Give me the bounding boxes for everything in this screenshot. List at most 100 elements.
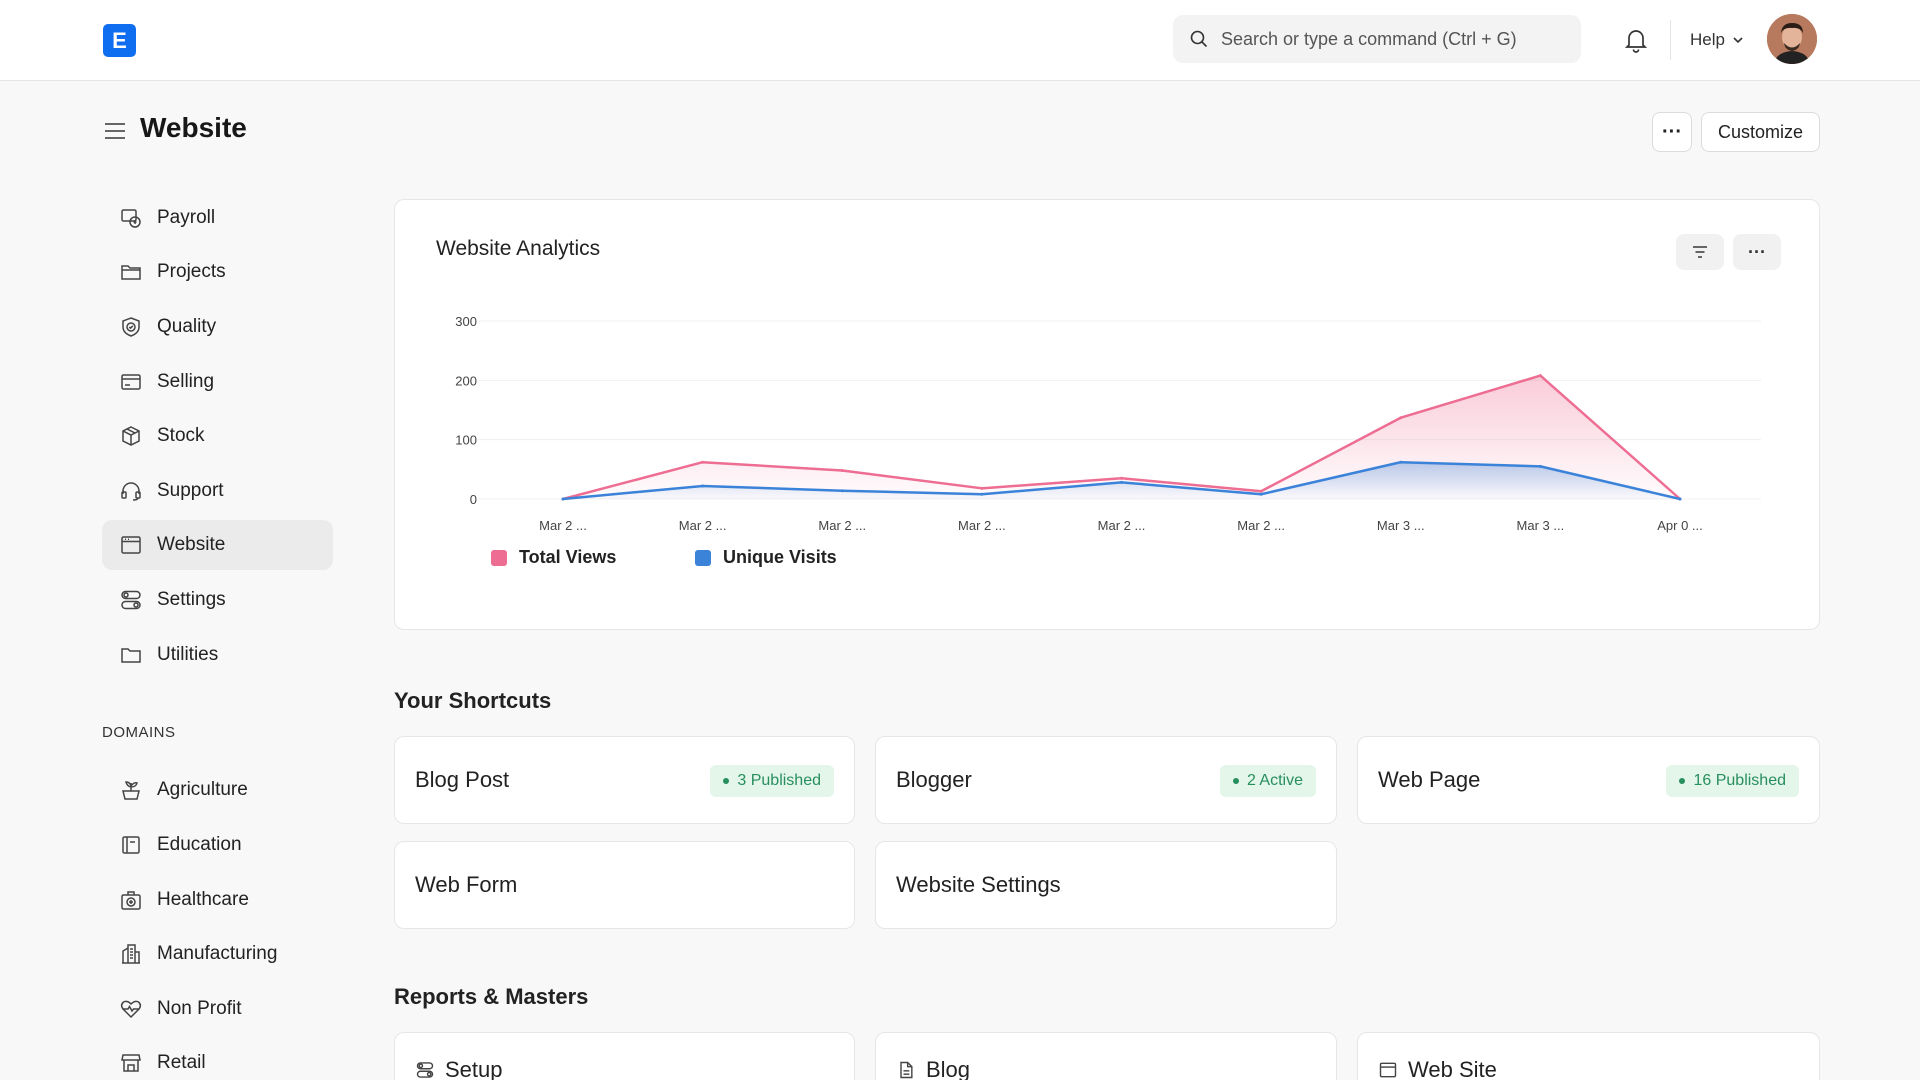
shortcut-web-form[interactable]: Web Form	[394, 841, 855, 929]
report-blog[interactable]: Blog	[875, 1032, 1337, 1080]
folder-icon	[119, 643, 143, 667]
help-dropdown[interactable]: Help	[1690, 27, 1745, 53]
navbar-divider	[1670, 20, 1671, 60]
chart-filter-button[interactable]	[1676, 234, 1724, 270]
report-setup[interactable]: Setup	[394, 1032, 855, 1080]
folder-icon	[119, 260, 143, 284]
sidebar-item-agriculture[interactable]: Agriculture	[102, 765, 333, 815]
x-tick-label: Mar 2 ...	[1237, 518, 1285, 533]
shortcut-blogger[interactable]: Blogger 2 Active	[875, 736, 1337, 824]
card-icon	[119, 370, 143, 394]
report-web-site[interactable]: Web Site	[1357, 1032, 1820, 1080]
legend-unique-visits: Unique Visits	[695, 547, 837, 568]
status-badge: 2 Active	[1219, 765, 1316, 797]
sidebar-item-label: Agriculture	[157, 779, 248, 800]
data-point	[980, 486, 984, 490]
medical-kit-icon	[119, 888, 143, 912]
sidebar-item-label: Payroll	[157, 207, 216, 228]
x-tick-label: Mar 2 ...	[958, 518, 1006, 533]
data-point	[561, 497, 565, 501]
legend-label: Total Views	[519, 547, 617, 567]
legend-swatch	[695, 549, 711, 566]
sidebar-item-education[interactable]: Education	[102, 820, 333, 870]
data-point	[980, 492, 984, 496]
sidebar-item-label: Retail	[157, 1052, 206, 1073]
sidebar-item-label: Quality	[157, 316, 217, 337]
sidebar-item-utilities[interactable]: Utilities	[102, 630, 333, 680]
sidebar-item-website[interactable]: Website	[102, 520, 333, 570]
y-tick-label: 200	[455, 373, 477, 388]
legend-label: Unique Visits	[723, 547, 837, 567]
chart-title: Website Analytics	[436, 237, 601, 260]
sidebar-item-label: Stock	[157, 425, 205, 446]
sidebar-item-label: Website	[157, 534, 226, 555]
heart-pulse-icon	[119, 997, 143, 1021]
shortcut-web-page[interactable]: Web Page 16 Published	[1357, 736, 1820, 824]
help-label: Help	[1690, 30, 1725, 49]
data-point	[1678, 497, 1682, 501]
page-more-button[interactable]: ···	[1652, 112, 1692, 152]
data-point	[1538, 374, 1542, 378]
sidebar-item-payroll[interactable]: Payroll	[102, 193, 333, 243]
search-icon	[1190, 30, 1208, 48]
data-point	[840, 489, 844, 493]
sidebar-item-retail[interactable]: Retail	[102, 1038, 333, 1080]
search-input[interactable]	[1221, 28, 1561, 50]
reports-heading: Reports & Masters	[394, 984, 589, 1009]
data-point	[1259, 489, 1263, 493]
x-tick-label: Mar 2 ...	[818, 518, 866, 533]
sidebar-item-non-profit[interactable]: Non Profit	[102, 984, 333, 1034]
sidebar-item-label: Selling	[157, 371, 215, 392]
data-point	[1120, 480, 1123, 484]
toggles-icon	[119, 588, 143, 612]
avatar-image	[1767, 14, 1817, 64]
shortcut-label: Web Page	[1378, 767, 1481, 792]
sidebar-item-label: Support	[157, 480, 224, 501]
report-label: Web Site	[1408, 1057, 1497, 1080]
sidebar-item-label: Utilities	[157, 644, 219, 665]
sidebar-item-healthcare[interactable]: Healthcare	[102, 875, 333, 925]
app-logo[interactable]: E	[103, 24, 136, 57]
sidebar-item-support[interactable]: Support	[102, 466, 333, 516]
shortcut-label: Blogger	[896, 767, 972, 792]
status-badge: 3 Published	[710, 765, 834, 797]
page-title: Website	[140, 112, 247, 143]
sidebar-toggle-icon[interactable]	[103, 120, 127, 142]
browser-icon	[1379, 1062, 1397, 1078]
legend-total-views: Total Views	[491, 547, 616, 568]
x-tick-label: Mar 2 ...	[679, 518, 727, 533]
filter-icon	[1693, 246, 1707, 258]
shortcut-website-settings[interactable]: Website Settings	[875, 841, 1337, 929]
sidebar-item-quality[interactable]: Quality	[102, 302, 333, 352]
sidebar-item-settings[interactable]: Settings	[102, 575, 333, 625]
customize-button[interactable]: Customize	[1701, 112, 1820, 152]
y-tick-label: 300	[455, 314, 477, 329]
sidebar-item-label: Education	[157, 834, 242, 855]
website-analytics-card: 0 100 200 300 Mar 2 ... Mar 2 ... Mar 2 ... Mar…	[394, 199, 1820, 630]
search-bar[interactable]	[1173, 15, 1581, 63]
payroll-icon	[119, 206, 143, 230]
report-label: Setup	[445, 1057, 503, 1080]
sidebar-item-stock[interactable]: Stock	[102, 411, 333, 461]
data-point	[1259, 492, 1263, 496]
data-point	[1538, 464, 1542, 468]
plant-icon	[119, 778, 143, 802]
data-point	[701, 484, 705, 488]
sidebar-item-selling[interactable]: Selling	[102, 357, 333, 407]
user-avatar[interactable]	[1767, 14, 1817, 64]
notification-bell-icon[interactable]	[1622, 26, 1650, 54]
x-tick-label: Mar 3 ...	[1517, 518, 1565, 533]
sidebar-item-label: Projects	[157, 261, 226, 282]
shortcut-label: Web Form	[415, 872, 518, 897]
sidebar-item-label: Healthcare	[157, 889, 249, 910]
sidebar-item-manufacturing[interactable]: Manufacturing	[102, 929, 333, 979]
shield-check-icon	[119, 315, 143, 339]
x-tick-label: Apr 0 ...	[1657, 518, 1703, 533]
chart-more-button[interactable]: ···	[1733, 234, 1781, 270]
sidebar-item-label: Settings	[157, 589, 226, 610]
legend-swatch	[491, 549, 507, 566]
sidebar-item-projects[interactable]: Projects	[102, 247, 333, 297]
shortcut-blog-post[interactable]: Blog Post 3 Published	[394, 736, 855, 824]
shortcuts-heading: Your Shortcuts	[394, 688, 552, 713]
sidebar-item-label: Manufacturing	[157, 943, 278, 964]
